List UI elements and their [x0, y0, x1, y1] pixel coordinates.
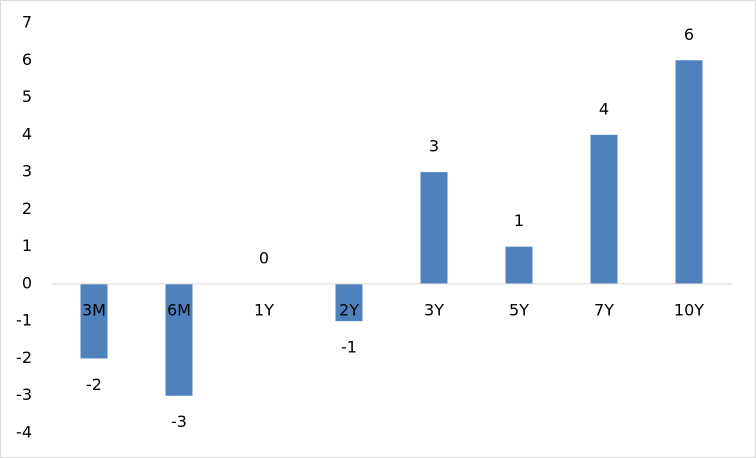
x-tick-label: 7Y	[594, 300, 614, 319]
y-tick-label: 4	[22, 124, 32, 143]
data-label: 4	[599, 99, 609, 118]
x-tick-label: 10Y	[674, 300, 704, 319]
bar	[505, 246, 533, 284]
bar	[165, 283, 193, 396]
x-tick-label: 6M	[167, 300, 191, 319]
data-label: 0	[259, 248, 269, 267]
y-tick-label: -1	[16, 311, 32, 330]
data-label: 3	[429, 137, 439, 156]
y-tick-label: 2	[22, 199, 32, 218]
y-tick-label: -3	[16, 385, 32, 404]
x-tick-label: 2Y	[339, 300, 359, 319]
y-tick-label: 5	[22, 87, 32, 106]
data-label: 6	[684, 25, 694, 44]
y-tick-label: -4	[16, 423, 32, 442]
x-tick-label: 5Y	[509, 300, 529, 319]
bar	[420, 172, 448, 284]
x-tick-label: 1Y	[254, 300, 274, 319]
y-tick-label: -2	[16, 348, 32, 367]
y-tick-label: 7	[22, 13, 32, 32]
data-label: -1	[341, 338, 357, 357]
data-label: -2	[86, 375, 102, 394]
y-tick-label: 1	[22, 236, 32, 255]
bar	[590, 134, 618, 284]
y-tick-label: 3	[22, 162, 32, 181]
data-label: -3	[171, 412, 187, 431]
bar	[335, 283, 363, 322]
data-label: 1	[514, 211, 524, 230]
bar	[675, 60, 703, 284]
y-tick-label: 6	[22, 50, 32, 69]
y-tick-label: 0	[22, 273, 32, 292]
bar	[80, 283, 108, 359]
x-tick-label: 3M	[82, 300, 106, 319]
x-tick-label: 3Y	[424, 300, 444, 319]
